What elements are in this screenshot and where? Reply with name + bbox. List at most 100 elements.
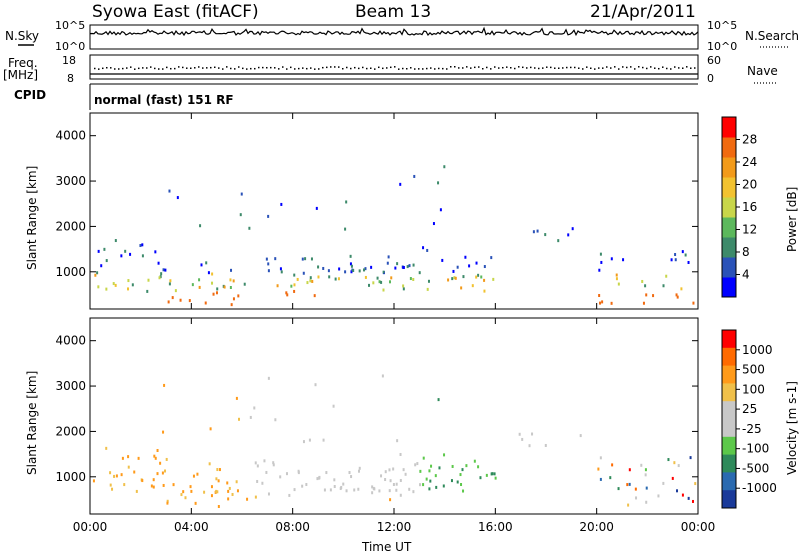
nave-dot — [218, 67, 220, 69]
range-time-cell — [194, 501, 197, 505]
range-time-cell — [418, 271, 421, 275]
colorbar-tick-label: 12 — [742, 223, 757, 237]
y-tick-label: 3000 — [55, 379, 86, 393]
range-time-cell — [157, 261, 160, 265]
nave-dot — [182, 66, 184, 69]
range-time-cell — [348, 471, 351, 475]
range-time-cell — [212, 292, 215, 296]
range-time-cell — [279, 267, 282, 271]
range-time-cell — [381, 374, 384, 378]
range-time-cell — [364, 267, 367, 271]
colorbar-tick-label: 8 — [742, 245, 750, 259]
range-time-cell — [272, 463, 275, 467]
nave-dot — [498, 67, 500, 69]
nave-dot — [370, 67, 372, 69]
nave-dot — [546, 66, 548, 68]
nave-dot — [386, 67, 388, 69]
range-time-cell — [113, 474, 116, 478]
range-time-cell — [238, 417, 241, 421]
range-time-cell — [103, 247, 106, 251]
colorbar-swatch — [722, 117, 736, 138]
range-time-cell — [127, 465, 130, 469]
range-time-cell — [192, 474, 195, 478]
range-time-cell — [235, 396, 238, 400]
nave-dot — [430, 67, 432, 69]
range-time-cell — [137, 456, 140, 460]
range-time-cell — [396, 262, 399, 266]
range-time-cell — [599, 477, 602, 481]
range-time-cell — [217, 479, 220, 483]
range-time-cell — [159, 275, 162, 279]
range-time-cell — [191, 283, 194, 287]
range-time-cell — [308, 438, 311, 442]
range-time-cell — [378, 489, 381, 493]
range-time-cell — [127, 279, 130, 283]
x-tick-label: 08:00 — [275, 520, 310, 534]
nave-dot — [354, 66, 356, 69]
colorbar-swatch — [722, 237, 736, 258]
range-time-cell — [353, 488, 356, 492]
colorbar-tick-label: -1000 — [742, 481, 777, 495]
range-time-cell — [442, 484, 445, 488]
range-time-cell — [441, 258, 444, 262]
y-tick-label: 2000 — [55, 219, 86, 233]
range-time-cell — [422, 456, 425, 460]
colorbar-swatch — [722, 330, 736, 349]
range-time-cell — [368, 283, 371, 287]
nave-dot — [202, 67, 204, 69]
range-time-cell — [208, 462, 211, 466]
freq-label: Freq. — [8, 56, 38, 70]
nave-dot — [670, 68, 672, 70]
nave-dot — [406, 67, 408, 70]
range-time-cell — [215, 489, 218, 493]
range-time-cell — [229, 286, 232, 290]
range-time-cell — [536, 229, 539, 233]
freq-tick-bottom: 8 — [67, 72, 74, 85]
range-time-cell — [437, 181, 440, 185]
range-time-cell — [217, 505, 220, 509]
range-time-cell — [395, 488, 398, 492]
nave-dot — [398, 68, 400, 70]
nave-dot — [258, 66, 260, 69]
range-time-cell — [358, 469, 361, 473]
nave-dot — [410, 67, 412, 69]
range-time-cell — [628, 468, 631, 472]
colorbar-swatch — [722, 401, 736, 420]
range-time-cell — [223, 285, 226, 289]
velocity-colorbar-label: Velocity [m s-1] — [785, 381, 799, 475]
nave-dot — [214, 66, 216, 69]
power-panel-frame — [89, 112, 699, 310]
nave-dot — [318, 68, 320, 70]
range-time-cell — [318, 476, 321, 480]
range-time-cell — [644, 473, 647, 477]
range-time-cell — [598, 293, 601, 297]
range-time-cell — [358, 466, 361, 470]
range-time-cell — [567, 233, 570, 237]
range-time-cell — [681, 250, 684, 254]
range-time-cell — [274, 418, 277, 422]
nave-dot — [374, 68, 376, 70]
range-time-cell — [344, 270, 347, 274]
range-time-cell — [171, 296, 174, 300]
nave-dot — [174, 67, 176, 70]
nave-dot — [666, 67, 668, 70]
range-time-cell — [114, 283, 117, 287]
nsky-label: N.Sky — [5, 29, 39, 43]
range-time-cell — [254, 461, 257, 465]
nave-dot — [478, 66, 480, 68]
range-time-cell — [97, 285, 100, 289]
y-tick-label: 2000 — [55, 424, 86, 438]
nave-dot — [446, 68, 448, 70]
range-time-cell — [544, 443, 547, 447]
range-time-cell — [293, 273, 296, 277]
range-time-cell — [454, 276, 457, 280]
range-time-cell — [475, 275, 478, 279]
nave-dot — [566, 66, 568, 69]
range-time-cell — [641, 279, 644, 283]
range-time-cell — [429, 479, 432, 483]
noise-tick-right-bottom: 10^0 — [707, 40, 737, 53]
range-time-cell — [216, 468, 219, 472]
nave-dot — [334, 66, 336, 68]
range-time-cell — [188, 299, 191, 303]
nave-dot — [314, 68, 316, 70]
